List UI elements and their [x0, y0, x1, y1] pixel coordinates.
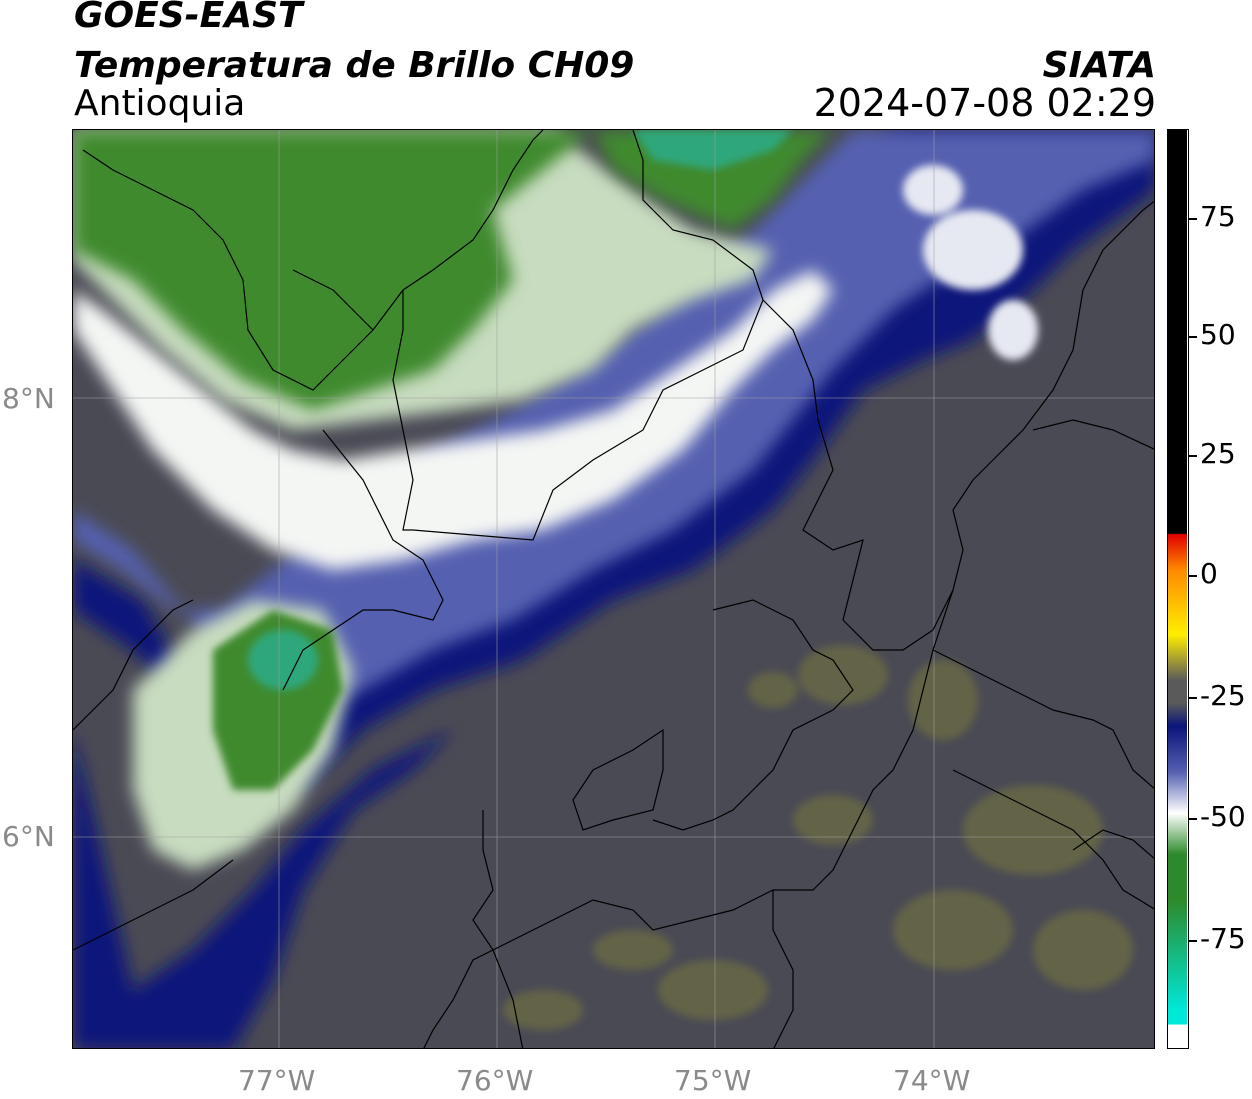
admin-boundaries: [73, 130, 1154, 1048]
title-product: Temperatura de Brillo CH09: [74, 45, 635, 86]
cbar-tick-25: [1189, 455, 1197, 457]
map-image: [73, 130, 1154, 1048]
cbar-label-minus25: -25: [1200, 679, 1246, 712]
cbar-label-minus75: -75: [1200, 922, 1246, 955]
green-warm-area-north: [73, 130, 593, 410]
cbar-tick-75: [1189, 218, 1197, 220]
lat-label-6n: 6°N: [2, 820, 55, 853]
brand-label: SIATA: [1042, 45, 1156, 86]
colorbar-gradient: [1168, 130, 1187, 1047]
graticule: [73, 130, 1154, 1048]
cbar-label-minus50: -50: [1200, 800, 1246, 833]
satellite-map: [72, 129, 1155, 1049]
lon-label-76w: 76°W: [456, 1064, 534, 1097]
lon-label-74w: 74°W: [893, 1064, 971, 1097]
cbar-tick-0: [1189, 575, 1197, 577]
cbar-tick-minus25: [1189, 697, 1197, 699]
colorbar: [1167, 129, 1189, 1049]
cbar-label-75: 75: [1200, 200, 1236, 233]
cbar-tick-50: [1189, 336, 1197, 338]
cbar-label-25: 25: [1200, 437, 1236, 470]
lon-label-75w: 75°W: [674, 1064, 752, 1097]
cbar-tick-minus75: [1189, 940, 1197, 942]
teal-green-southwest: [248, 630, 318, 690]
cbar-label-50: 50: [1200, 318, 1236, 351]
cbar-tick-minus50: [1189, 818, 1197, 820]
title-satellite: GOES-EAST: [74, 0, 303, 36]
lat-label-8n: 8°N: [2, 382, 55, 415]
teal-green-patch-north: [633, 130, 793, 170]
upper-right-cold-tops: [903, 165, 1038, 360]
timestamp: 2024-07-08 02:29: [813, 81, 1156, 125]
white-cloud-core: [73, 270, 833, 570]
navy-cloud-lower-left: [73, 730, 453, 1048]
cbar-label-0: 0: [1200, 557, 1218, 590]
region-label: Antioquia: [74, 83, 246, 124]
lon-label-77w: 77°W: [238, 1064, 316, 1097]
